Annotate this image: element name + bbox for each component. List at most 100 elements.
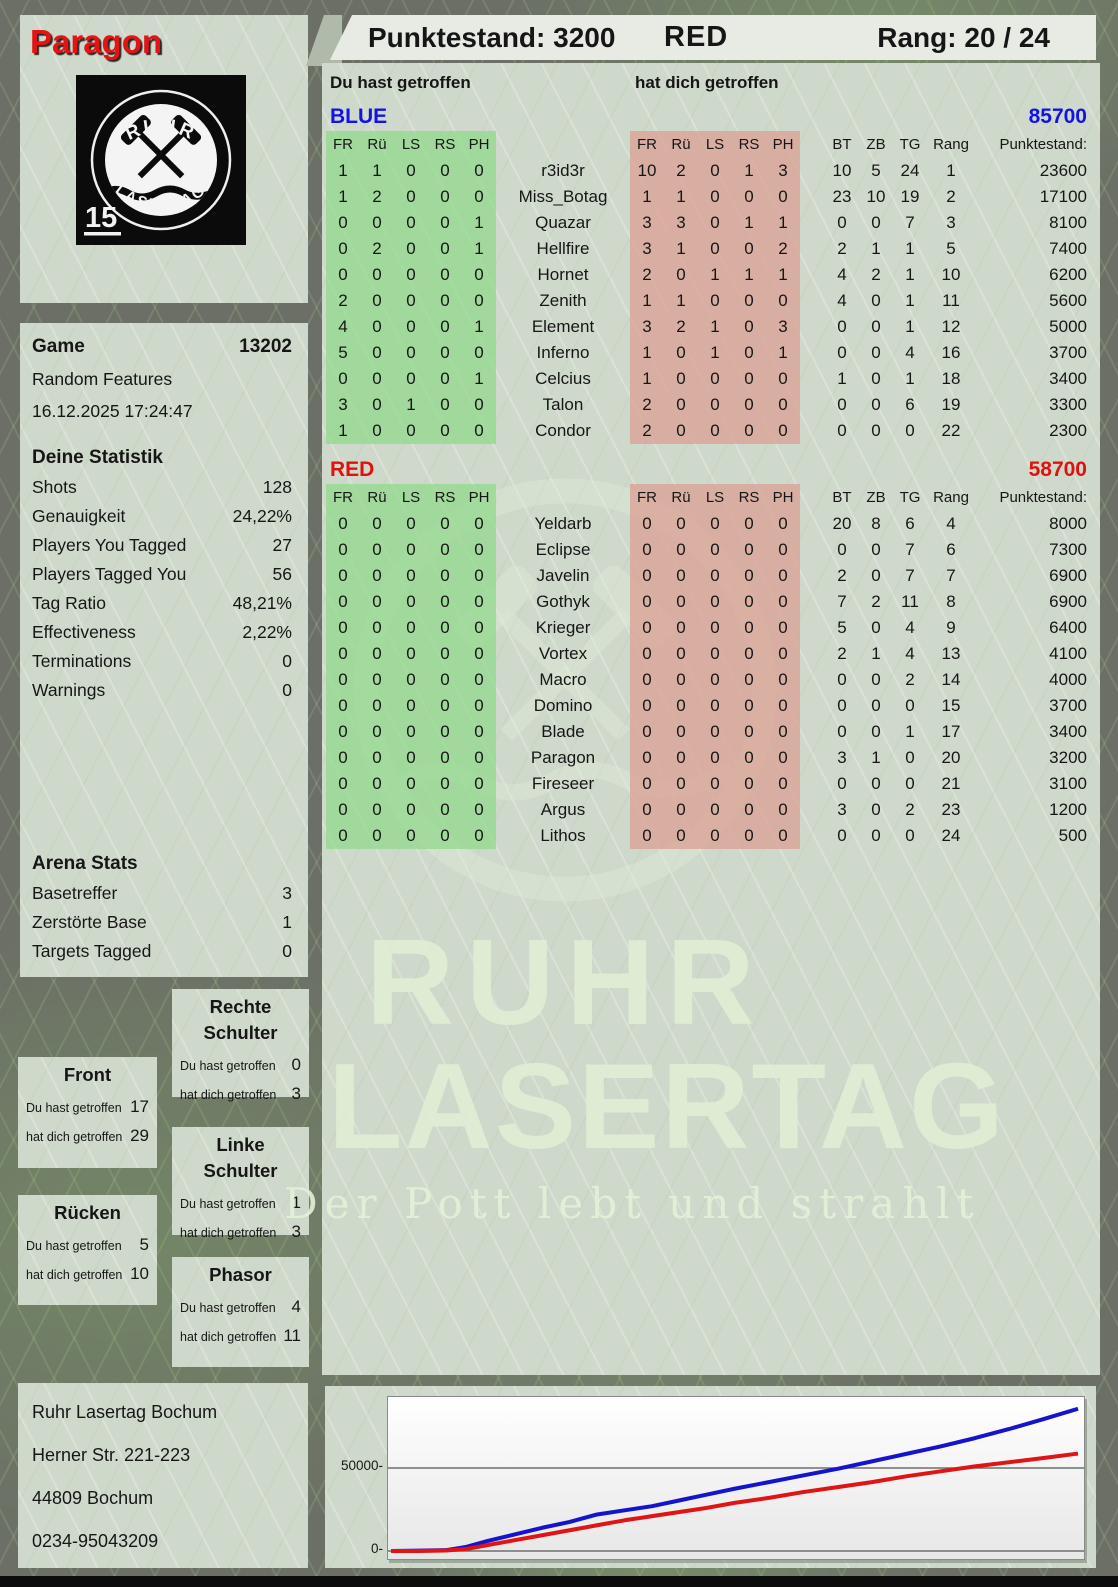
hit-count: 0 [778,369,788,388]
bt-cell: 0 [837,696,847,715]
score-cell: 3300 [1049,395,1087,414]
hit-count: 3 [778,161,788,180]
you-hit-cells: 0 0 0 0 0 [326,797,496,823]
zb-cell: 0 [871,540,881,559]
team-tables: BLUE 85700 FR Rü LS RS PH FR Rü LS RS PH BT ZB TG Rang P… [322,103,1100,849]
hit-you-cells: 1 1 0 0 0 [630,288,800,314]
stat-label: Players Tagged You [32,564,187,584]
bt-cell: 4 [837,291,847,310]
bt-cell: 0 [837,343,847,362]
hit-count: LS [401,489,421,506]
hit-count: 0 [372,696,382,715]
scoreboard-panel: RUHR LASERTAG Der Pott lebt und strahlt … [284,63,1100,1375]
score-cell: 3400 [1049,369,1087,388]
player-name-cell: Yeldarb [534,514,592,533]
rang-cell: 5 [946,239,956,258]
hit-count: 0 [744,826,754,845]
hit-count: 0 [778,670,788,689]
score-header: Punktestand: [999,489,1087,506]
you-hit-value: 4 [291,1297,301,1316]
hit-count: 0 [676,592,686,611]
hit-count: 0 [744,317,754,336]
table-row: 0 2 0 0 1 Hellfire 3 1 0 0 2 2 1 1 5 7400 [326,236,1100,262]
hit-count: 0 [406,696,416,715]
player-name-cell: Hellfire [536,239,590,258]
player-name-cell: Domino [533,696,593,715]
table-row: 0 0 0 0 0 Eclipse 0 0 0 0 0 0 0 7 6 7300 [326,537,1100,563]
rang-cell: 17 [941,722,961,741]
table-row: 0 0 0 0 0 Krieger 0 0 0 0 0 5 0 4 9 6400 [326,615,1100,641]
hit-count: 0 [440,566,450,585]
hit-you-cells: 0 0 0 0 0 [630,641,800,667]
stat-label: Genauigkeit [32,506,126,526]
bt-cell: 3 [837,800,847,819]
hit-count: FR [333,489,353,506]
player-name-cell: Fireseer [531,774,595,793]
hit-count: 0 [372,291,382,310]
hit-count: 0 [440,800,450,819]
hit-you-cells: 0 0 0 0 0 [630,667,800,693]
hit-count: 2 [372,239,382,258]
stat-value: 1 [282,912,292,932]
tg-cell: 1 [905,239,915,258]
hit-count: 1 [338,161,348,180]
hitbox-front: Front Du hast getroffen 17 hat dich getro… [18,1057,157,1168]
hit-count: 0 [710,670,720,689]
zb-cell: 0 [871,670,881,689]
hit-count: 0 [440,670,450,689]
tg-cell: 7 [905,566,915,585]
you-hit-cells: 0 0 0 0 0 [326,771,496,797]
hit-count: 0 [338,774,348,793]
you-hit-headers: FR Rü LS RS PH [326,131,496,158]
player-name-cell: Talon [542,395,584,414]
team-title-row: RED 58700 [322,456,1100,484]
hit-count: LS [401,136,421,153]
table-row: 1 1 0 0 0 r3id3r 10 2 0 1 3 10 5 24 1 23600 [326,158,1100,184]
bt-cell: 0 [837,317,847,336]
hit-count: 0 [474,395,484,414]
hit-count: 0 [744,369,754,388]
rang-cell: 14 [941,670,961,689]
score-cell: 3200 [1049,748,1087,767]
zb-cell: 2 [871,592,881,611]
stat-label: Warnings [32,680,106,700]
hit-count: 0 [744,514,754,533]
hit-count: 0 [744,696,754,715]
game-id: 13202 [239,336,292,357]
hit-count: 0 [474,161,484,180]
table-row: 0 0 0 0 1 Celcius 1 0 0 0 0 1 0 1 18 3400 [326,366,1100,392]
hit-count: Rü [367,489,387,506]
you-hit-cells: 0 0 0 0 0 [326,693,496,719]
score-cell: 8000 [1049,514,1087,533]
hit-count: 2 [676,317,686,336]
page-bottom-bar [0,1576,1118,1587]
hit-count: 0 [440,239,450,258]
game-mode: Random Features [32,369,173,389]
hitbox-phasor: Phasor Du hast getroffen 4 hat dich getro… [172,1257,309,1367]
hit-count: 0 [642,618,652,637]
bt-cell: 0 [837,722,847,741]
hit-count: 0 [642,800,652,819]
hit-count: 0 [710,748,720,767]
hit-count: 1 [642,369,652,388]
hit-you-value: 3 [291,1222,301,1241]
hit-count: 0 [338,540,348,559]
zb-cell: 1 [871,239,881,258]
you-hit-cells: 1 0 0 0 0 [326,418,496,444]
you-hit-cells: 0 0 0 0 0 [326,511,496,537]
tg-cell: 1 [905,722,915,741]
hitbox-title: Rechte Schulter [203,996,278,1043]
hit-count: 1 [710,343,720,362]
hit-count: 0 [440,343,450,362]
hit-you-value: 3 [291,1084,301,1103]
you-hit-cells: 0 0 0 0 0 [326,719,496,745]
hit-count: 0 [642,540,652,559]
hit-count: 0 [372,670,382,689]
zb-cell: 5 [871,161,881,180]
hit-you-cells: 0 0 0 0 0 [630,563,800,589]
hit-count: 0 [406,670,416,689]
hit-count: 0 [440,592,450,611]
rang-cell: 6 [946,540,956,559]
watermark-tagline: Der Pott lebt und strahlt [284,1179,981,1228]
tg-header: TG [899,136,921,153]
